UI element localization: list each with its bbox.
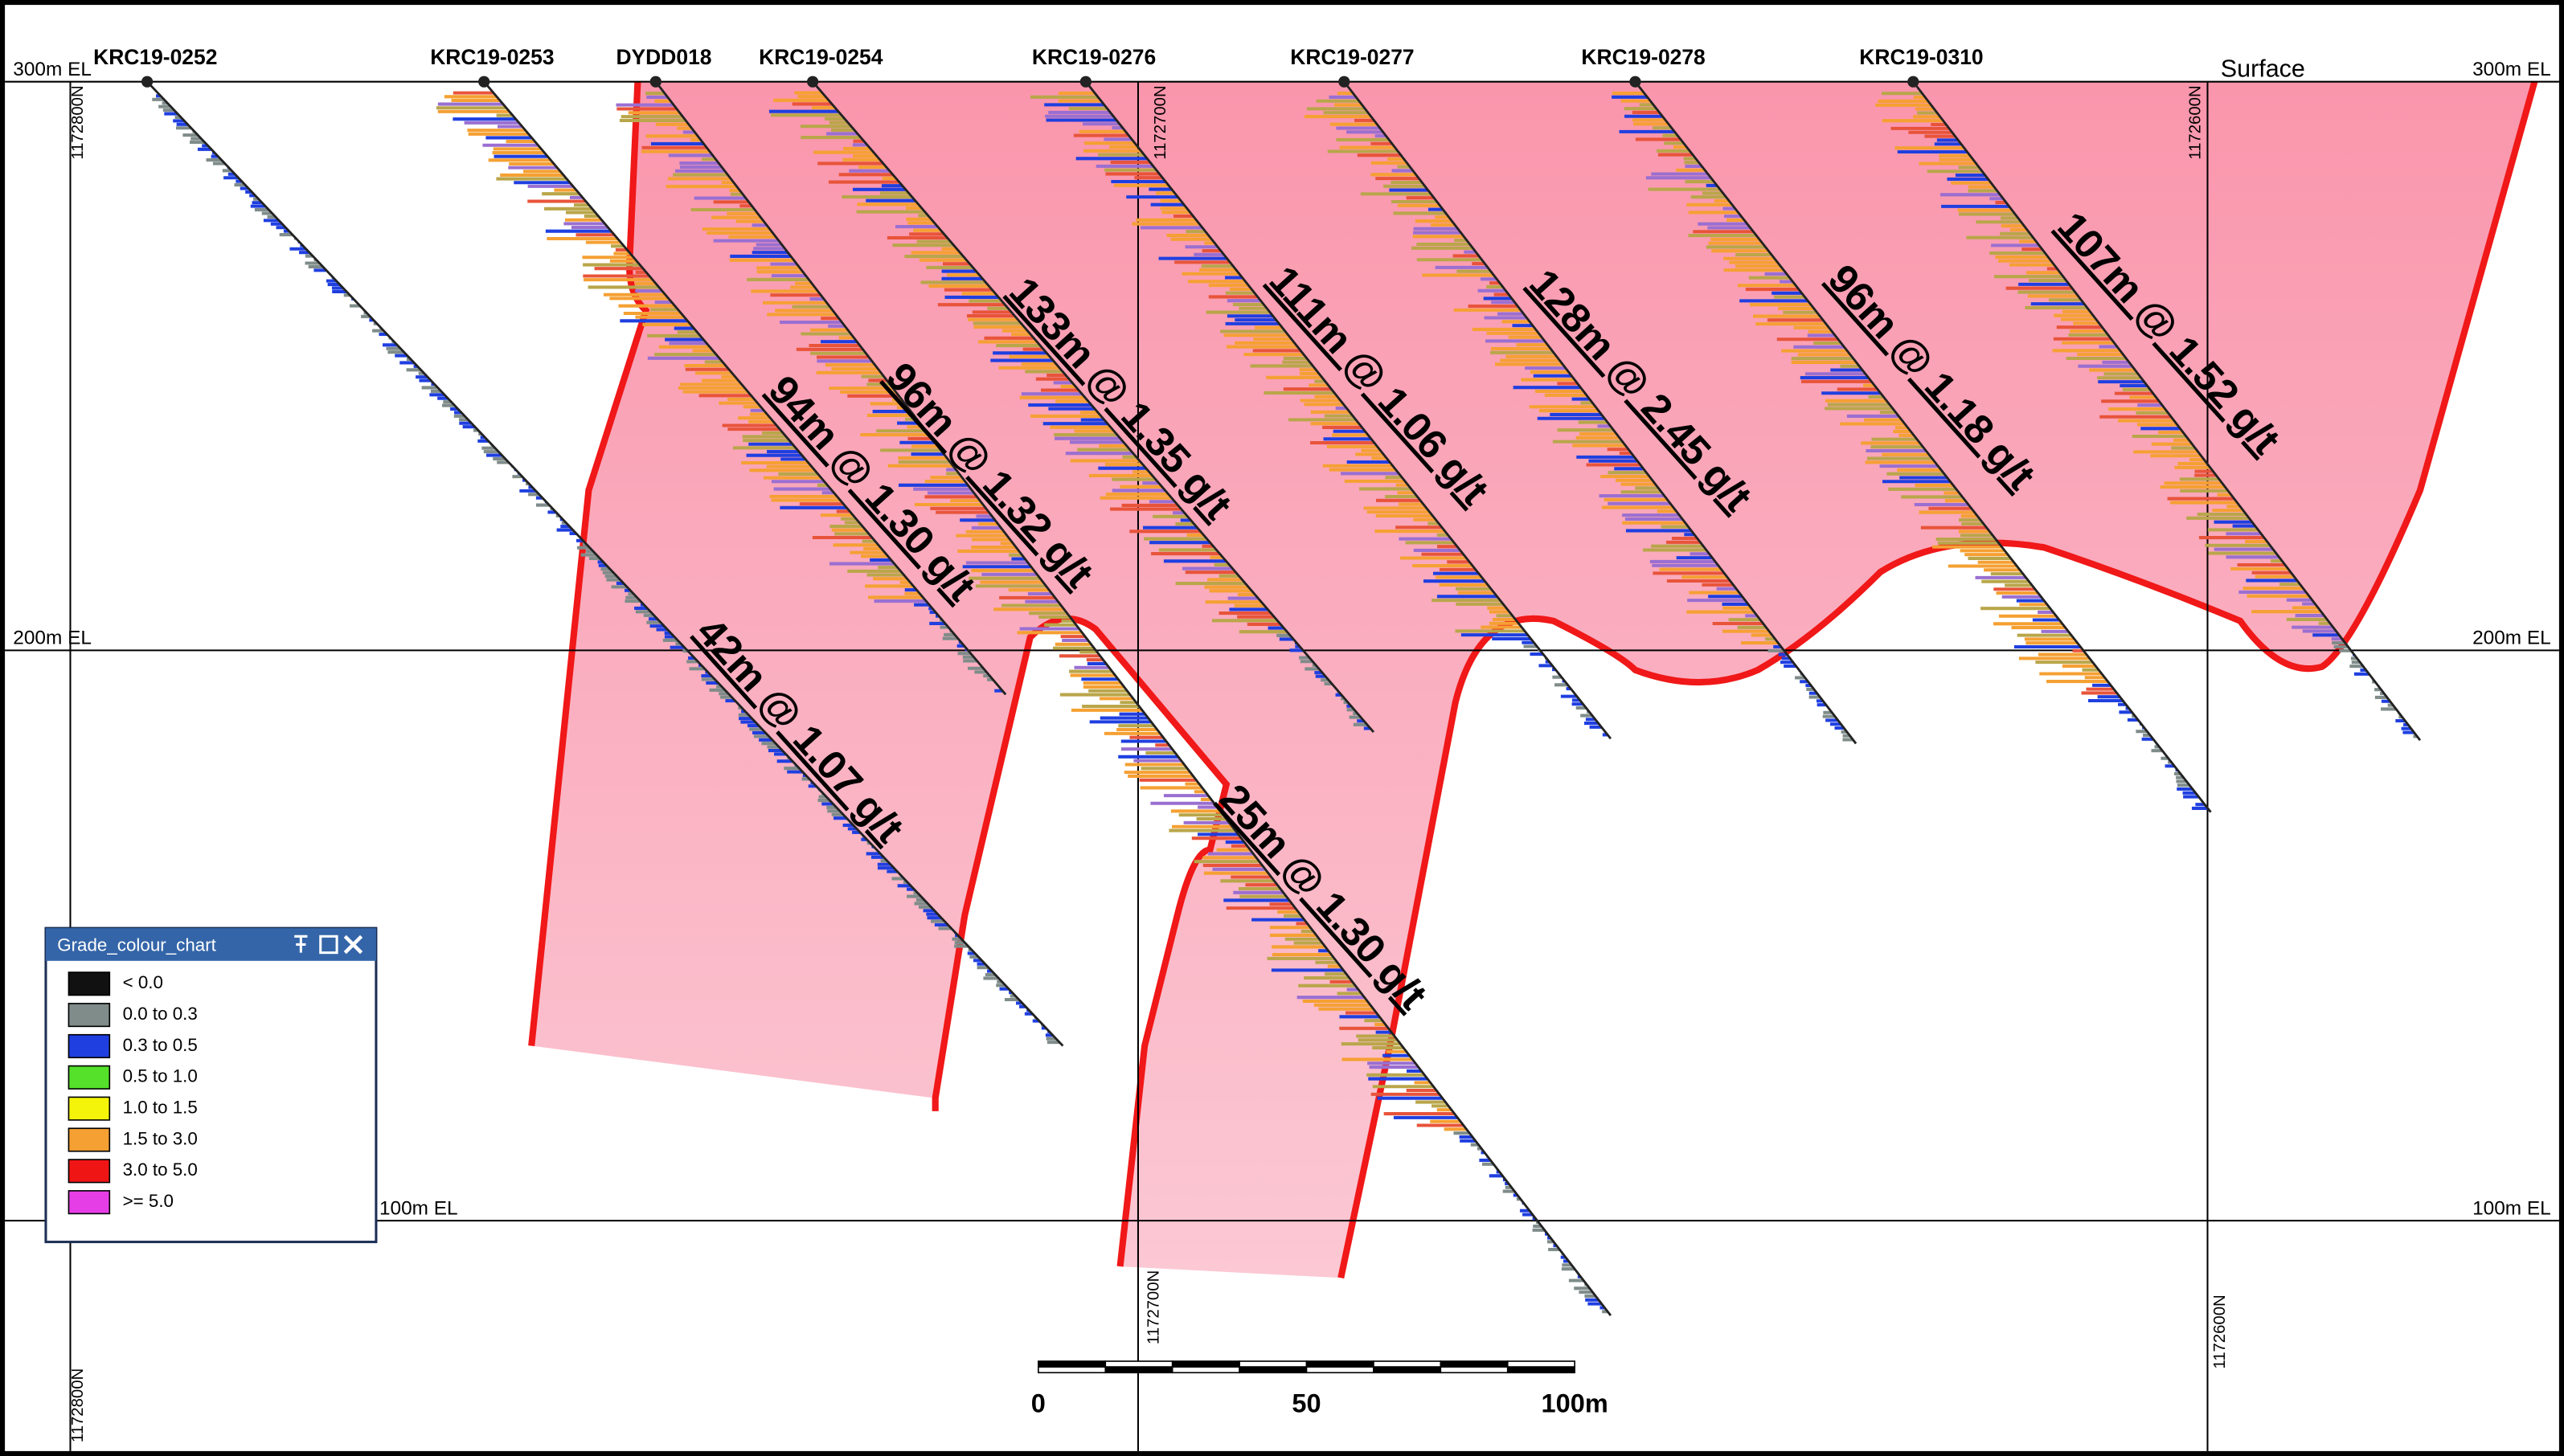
hole-label: KRC19-0278 <box>1581 45 1705 69</box>
legend-label: >= 5.0 <box>123 1191 174 1211</box>
legend-label: 1.0 to 1.5 <box>123 1098 198 1118</box>
pin-icon[interactable] <box>294 935 308 953</box>
legend-label: 3.0 to 5.0 <box>123 1159 198 1180</box>
northing-label: 1172700N <box>1145 1270 1163 1344</box>
northing-label: 1172800N <box>69 85 87 159</box>
legend-swatch <box>68 1190 111 1215</box>
elevation-label: 200m EL <box>2472 628 2551 649</box>
scale-segment <box>1440 1360 1509 1368</box>
hole-label: KRC19-0276 <box>1032 45 1156 69</box>
hole-label: KRC19-0277 <box>1290 45 1414 69</box>
legend-label: 1.5 to 3.0 <box>123 1128 198 1148</box>
collar <box>1079 76 1092 88</box>
hole-label: KRC19-0310 <box>1859 45 1983 69</box>
northing-label: 1172600N <box>2211 1294 2229 1368</box>
close-icon[interactable] <box>343 935 363 955</box>
scale-label: 50 <box>1292 1389 1321 1418</box>
legend-swatch <box>68 1159 111 1184</box>
northing-label: 1172600N <box>2187 85 2205 159</box>
collar <box>1629 76 1641 88</box>
mineralised-zone <box>531 81 2535 1278</box>
drill-trace <box>1343 80 1857 745</box>
elevation-label: 100m EL <box>2472 1197 2551 1219</box>
scale-segment <box>1038 1366 1107 1374</box>
elevation-label: 100m EL <box>379 1197 458 1219</box>
scale-segment <box>1239 1360 1308 1368</box>
collar <box>649 76 661 88</box>
drill-trace <box>1634 80 2212 813</box>
assay-bars <box>141 76 2422 1316</box>
legend-swatch <box>68 1033 111 1059</box>
collar <box>1338 76 1350 88</box>
drill-trace <box>483 80 1007 696</box>
legend-swatch <box>68 1127 111 1152</box>
scale-label: 0 <box>1031 1389 1046 1418</box>
scale-label: 100m <box>1542 1389 1608 1418</box>
legend-label: < 0.0 <box>123 972 163 992</box>
hole-label: KRC19-0252 <box>93 45 217 69</box>
scale-segment <box>1171 1366 1240 1374</box>
scale-segment <box>1305 1366 1374 1374</box>
hole-label: KRC19-0254 <box>759 45 883 69</box>
drill-trace <box>654 80 1612 1316</box>
northing-label: 1172800N <box>69 1368 87 1442</box>
northing-label: 1172700N <box>1152 85 1169 159</box>
legend-label: 0.5 to 1.0 <box>123 1066 198 1086</box>
hole-label: KRC19-0253 <box>430 45 554 69</box>
grid <box>5 80 2559 1451</box>
collar <box>1907 76 1919 88</box>
collar <box>806 76 819 88</box>
scale-segment <box>1373 1366 1442 1374</box>
scale-segment <box>1305 1360 1374 1368</box>
legend-swatch <box>68 1096 111 1121</box>
legend-swatch <box>68 1003 111 1028</box>
scale-segment <box>1506 1360 1575 1368</box>
collar <box>478 76 490 88</box>
drill-trace <box>1084 80 1612 740</box>
drill-trace <box>1912 80 2422 742</box>
legend-swatch <box>68 971 111 996</box>
drill-trace <box>146 80 1064 1047</box>
scale-segment <box>1506 1366 1575 1374</box>
elevation-label: 200m EL <box>13 628 92 649</box>
collar <box>141 76 154 88</box>
scale-segment <box>1104 1360 1173 1368</box>
scale-segment <box>1104 1366 1173 1374</box>
scale-segment <box>1038 1360 1107 1368</box>
scale-segment <box>1440 1366 1509 1374</box>
scale-bar: 0 50 100m <box>1031 1360 1608 1418</box>
legend-title: Grade_colour_chart <box>57 935 216 955</box>
elevation-label: 300m EL <box>13 59 92 80</box>
hole-label: DYDD018 <box>616 45 711 69</box>
surface-label: Surface <box>2221 55 2305 83</box>
legend-swatch <box>68 1065 111 1090</box>
legend-label: 0.0 to 0.3 <box>123 1004 198 1024</box>
scale-segment <box>1171 1360 1240 1368</box>
legend-label: 0.3 to 0.5 <box>123 1035 198 1055</box>
drill-trace <box>812 80 1375 734</box>
maximize-icon[interactable] <box>319 935 338 955</box>
scale-segment <box>1239 1366 1308 1374</box>
scale-segment <box>1373 1360 1442 1368</box>
legend: Grade_colour_chart < 0.0 0.0 to 0.3 0.3 to… <box>44 926 378 1244</box>
elevation-label: 300m EL <box>2472 59 2551 80</box>
